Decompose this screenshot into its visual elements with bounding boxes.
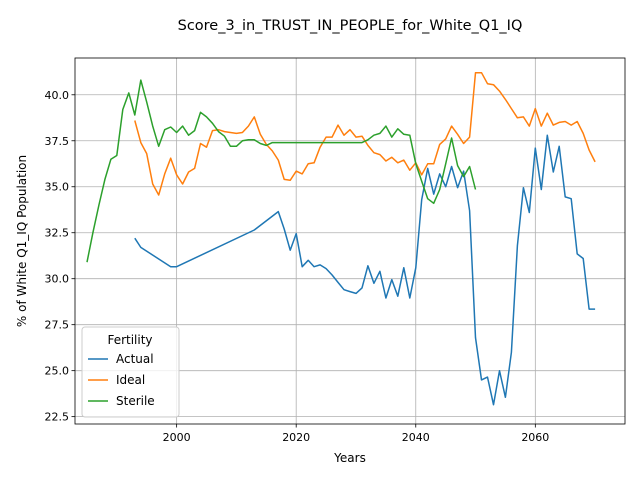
y-tick-label: 30.0 [45, 273, 70, 286]
legend-label-ideal: Ideal [116, 373, 145, 387]
x-tick-label: 2060 [521, 431, 549, 444]
series-line-sterile [86, 79, 477, 263]
grid [75, 58, 625, 424]
legend: Fertility Actual Ideal Sterile [81, 326, 180, 418]
chart-title: Score_3_in_TRUST_IN_PEOPLE_for_White_Q1_… [178, 18, 523, 34]
y-tick-label: 25.0 [45, 365, 70, 378]
y-tick-label: 32.5 [45, 227, 70, 240]
y-tick-label: 22.5 [45, 411, 70, 424]
legend-title: Fertility [107, 333, 152, 347]
y-tick-label: 35.0 [45, 181, 70, 194]
x-axis-label: Years [333, 451, 366, 465]
axis-ticks: 2000 2020 2040 2060 22.5 25.0 27.5 30.0 32.5 35.0… [45, 89, 550, 444]
x-tick-label: 2020 [282, 431, 310, 444]
x-tick-label: 2040 [402, 431, 430, 444]
series-line-actual [134, 134, 596, 406]
x-tick-label: 2000 [163, 431, 191, 444]
y-tick-label: 27.5 [45, 319, 70, 332]
legend-label-actual: Actual [116, 352, 154, 366]
legend-items: Actual Ideal Sterile [88, 352, 155, 408]
y-tick-label: 40.0 [45, 89, 70, 102]
plot-area-frame [74, 57, 626, 425]
legend-box [81, 326, 180, 418]
legend-label-sterile: Sterile [116, 394, 155, 408]
series-lines [86, 71, 596, 406]
y-tick-label: 37.5 [45, 135, 70, 148]
y-axis-label: % of White Q1_IQ Population [15, 155, 29, 327]
